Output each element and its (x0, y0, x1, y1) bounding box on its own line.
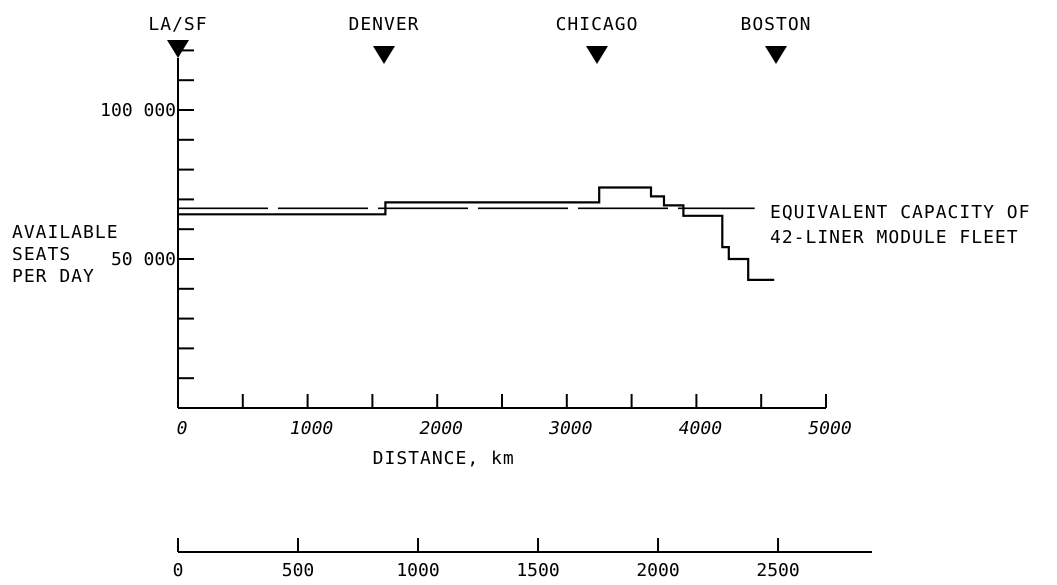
y-axis-title-line: SEATS (12, 244, 71, 265)
y-tick-label: 100 000 (100, 100, 176, 121)
city-label: DENVER (348, 14, 419, 35)
x2-tick-label: 2000 (636, 560, 679, 581)
x2-tick-label: 2500 (756, 560, 799, 581)
x-tick-label: 3000 (548, 418, 592, 439)
equivalent-capacity-label: 42-LINER MODULE FLEET (770, 227, 1019, 248)
city-label: CHICAGO (556, 14, 639, 35)
city-label: LA/SF (148, 14, 207, 35)
y-axis-title-line: PER DAY (12, 266, 95, 287)
x2-tick-label: 1000 (396, 560, 439, 581)
x2-tick-label: 500 (282, 560, 315, 581)
x-tick-label: 5000 (808, 418, 851, 439)
x-tick-label: 1000 (290, 418, 333, 439)
city-label: BOSTON (740, 14, 811, 35)
x-axis-title: DISTANCE, km (373, 448, 515, 469)
y-axis-title-line: AVAILABLE (12, 222, 119, 243)
y-tick-label: 50 000 (111, 249, 176, 270)
city-marker-triangle (167, 40, 189, 58)
seats-step-line (178, 186, 775, 281)
city-marker-triangle (373, 46, 395, 64)
x2-tick-label: 1500 (516, 560, 559, 581)
x-tick-label: 0 (177, 418, 188, 439)
city-marker-triangle (765, 46, 787, 64)
series-layer (178, 186, 775, 281)
city-marker-triangle (586, 46, 608, 64)
x-tick-label: 4000 (679, 418, 722, 439)
city-markers: LA/SF DENVER CHICAGO BOSTON (148, 14, 811, 64)
equivalent-capacity-label: EQUIVALENT CAPACITY OF (770, 202, 1030, 223)
x-tick-label: 2000 (420, 418, 463, 439)
x2-tick-label: 0 (173, 560, 184, 581)
